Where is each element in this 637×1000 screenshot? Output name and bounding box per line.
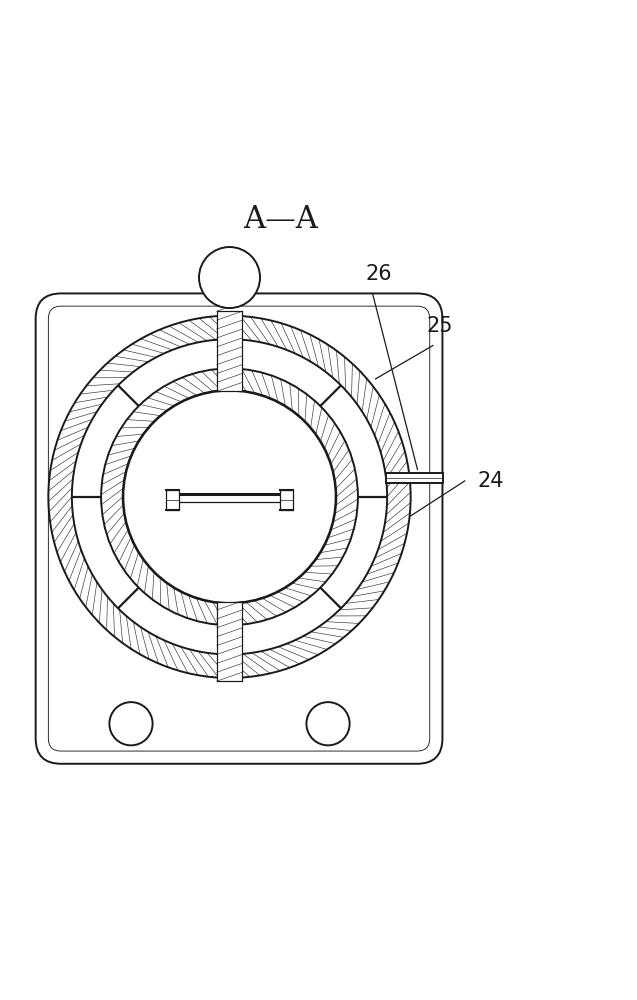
Text: 24: 24 xyxy=(477,471,504,491)
Text: 25: 25 xyxy=(426,316,452,336)
Circle shape xyxy=(306,702,350,745)
Circle shape xyxy=(48,316,411,678)
Circle shape xyxy=(124,391,336,603)
Bar xyxy=(217,311,242,391)
Bar xyxy=(166,490,178,510)
Circle shape xyxy=(199,247,260,308)
Circle shape xyxy=(72,339,387,654)
Circle shape xyxy=(123,390,336,604)
FancyBboxPatch shape xyxy=(36,293,443,764)
Circle shape xyxy=(101,368,358,625)
Text: 26: 26 xyxy=(366,264,392,284)
Bar xyxy=(217,602,242,681)
Circle shape xyxy=(110,702,153,745)
Text: A—A: A—A xyxy=(243,204,318,235)
Bar xyxy=(280,490,293,510)
Bar xyxy=(386,473,443,483)
FancyBboxPatch shape xyxy=(48,306,430,751)
